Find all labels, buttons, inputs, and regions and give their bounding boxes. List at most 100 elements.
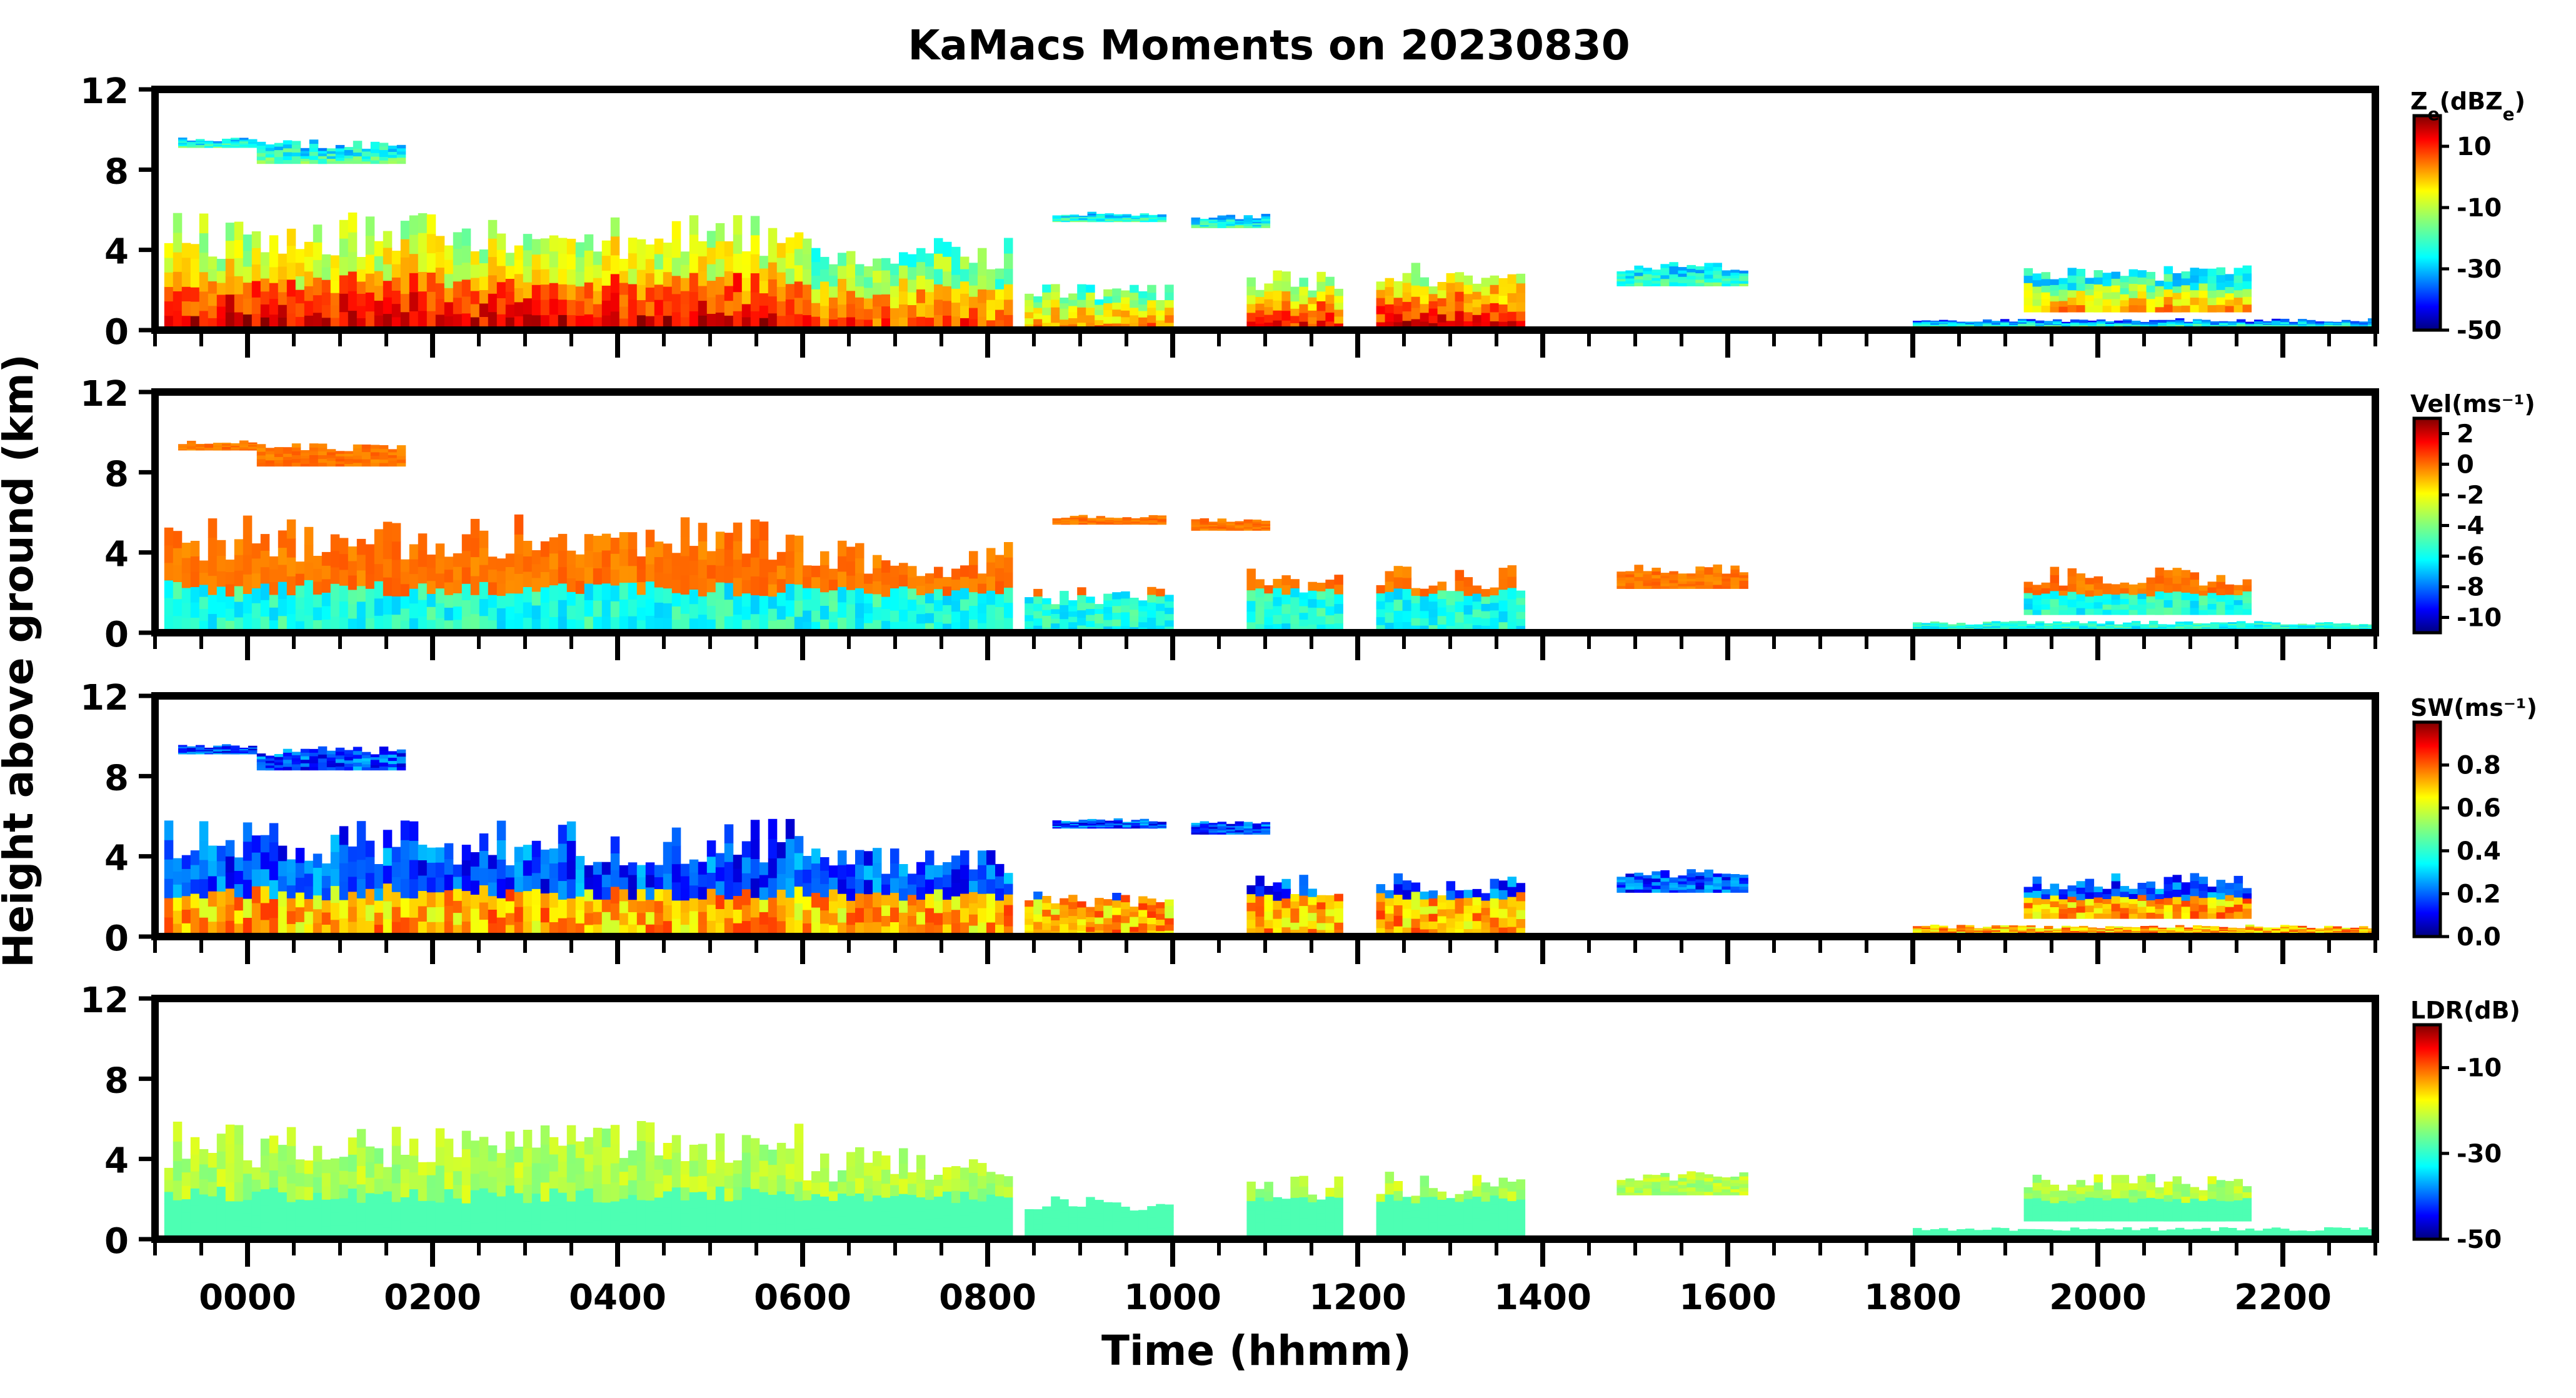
echo-cell (2342, 625, 2351, 628)
echo-cell (2027, 319, 2036, 321)
echo-cell (1051, 623, 1060, 628)
echo-cell (2198, 904, 2208, 912)
echo-cell (2190, 572, 2200, 580)
echo-cell (1052, 519, 1062, 521)
y-tick-label: 12 (80, 71, 129, 112)
echo-cell (1704, 585, 1713, 589)
echo-cell (2058, 294, 2068, 301)
echo-cell (2076, 912, 2086, 919)
echo-cell (2254, 322, 2263, 324)
echo-cell (225, 571, 235, 585)
echo-cell (2044, 322, 2053, 324)
echo-cell (803, 883, 812, 897)
echo-cell (1138, 910, 1148, 917)
echo-cell (1930, 926, 1940, 928)
echo-cell (1235, 223, 1245, 226)
echo-cell (619, 294, 629, 307)
echo-cell (2093, 305, 2103, 313)
echo-cell (908, 915, 917, 927)
echo-cell (628, 887, 638, 900)
echo-cell (2172, 911, 2182, 919)
echo-cell (1634, 872, 1643, 877)
echo-cell (1930, 625, 1940, 626)
echo-cell (1411, 882, 1421, 892)
echo-cell (2280, 625, 2290, 627)
echo-cell (286, 872, 296, 886)
echo-cell (943, 862, 952, 875)
echo-cell (514, 273, 524, 288)
echo-cell (654, 900, 664, 913)
echo-cell (733, 882, 743, 896)
echo-cell (1678, 883, 1687, 887)
echo-cell (1446, 273, 1456, 283)
echo-cell (365, 216, 375, 236)
echo-cell (2085, 278, 2095, 284)
echo-cell (178, 752, 188, 755)
echo-cell (645, 581, 655, 599)
echo-cell (873, 568, 882, 581)
echo-cell (1095, 319, 1104, 326)
echo-cell (353, 159, 363, 164)
echo-cell (1516, 292, 1526, 303)
echo-cell (426, 892, 436, 908)
echo-cell (213, 745, 223, 748)
echo-cell (283, 463, 293, 467)
echo-cell (2237, 621, 2246, 623)
echo-cell (2088, 321, 2097, 324)
echo-cell (1643, 574, 1652, 578)
echo-cell (426, 567, 436, 581)
echo-cell (260, 902, 270, 920)
echo-cell (1096, 214, 1106, 216)
echo-cell (2132, 624, 2141, 626)
echo-cell (213, 750, 223, 752)
echo-cell (724, 824, 734, 843)
echo-cell (1061, 522, 1071, 524)
echo-cell (274, 146, 284, 151)
echo-cell (1255, 579, 1265, 589)
echo-cell (1455, 921, 1465, 930)
echo-cell (1025, 924, 1034, 931)
echo-cell (1068, 600, 1078, 606)
echo-cell (523, 586, 533, 603)
echo-cell (890, 610, 900, 622)
echo-cell (365, 311, 375, 331)
echo-cell (2342, 624, 2351, 626)
echo-cell (222, 448, 231, 450)
echo-cell (208, 876, 218, 892)
echo-cell (741, 291, 751, 304)
echo-cell (689, 560, 699, 575)
echo-cell (1616, 281, 1626, 284)
echo-cell (2032, 897, 2042, 905)
echo-cell (222, 745, 231, 748)
echo-cell (300, 455, 310, 459)
echo-cell (593, 874, 603, 887)
echo-cell (1490, 311, 1500, 321)
echo-cell (1325, 908, 1335, 917)
echo-cell (1131, 825, 1141, 827)
echo-cell (1983, 322, 1992, 324)
echo-cell (1077, 587, 1086, 595)
echo-cell (388, 767, 398, 771)
echo-cell (1385, 278, 1395, 288)
echo-cell (1516, 918, 1526, 928)
echo-cell (1983, 628, 1992, 630)
echo-cell (1200, 520, 1210, 523)
echo-cell (1446, 605, 1456, 612)
echo-cell (1122, 219, 1132, 221)
echo-cell (566, 238, 576, 254)
echo-cell (750, 557, 760, 576)
echo-cell (2070, 323, 2080, 326)
echo-cell (365, 573, 375, 589)
echo-cell (251, 852, 261, 870)
echo-cell (2172, 889, 2182, 897)
echo-cell (1273, 596, 1282, 606)
echo-cell (379, 747, 389, 751)
echo-cell (239, 752, 249, 753)
echo-cell (234, 221, 244, 240)
echo-cell (1516, 311, 1526, 321)
echo-cell (1112, 907, 1121, 915)
echo-cell (899, 900, 908, 913)
echo-cell (283, 159, 293, 164)
colorbar-tick-label: 2 (2457, 420, 2474, 449)
echo-cell (671, 566, 681, 580)
